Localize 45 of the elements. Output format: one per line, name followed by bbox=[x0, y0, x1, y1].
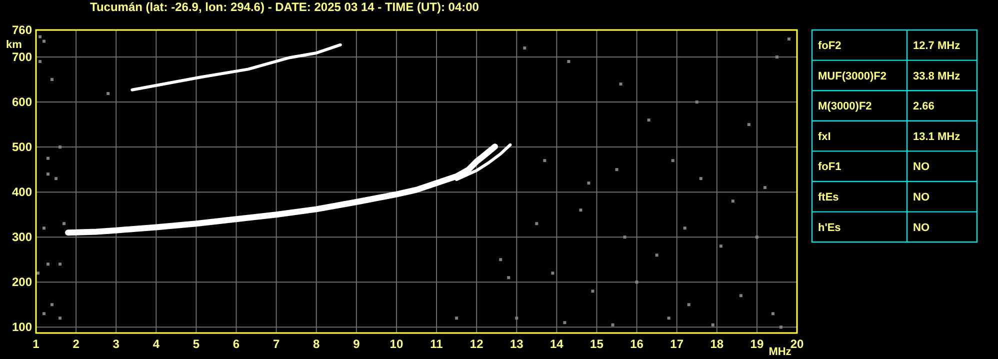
x-tick-label: 4 bbox=[152, 337, 160, 351]
x-tick-label: 2 bbox=[72, 337, 80, 351]
x-tick-label: 1 bbox=[32, 337, 40, 351]
category-label: foF2 bbox=[818, 40, 842, 52]
x-tick-label: 18 bbox=[710, 337, 724, 351]
x-tick-label: 14 bbox=[550, 337, 564, 351]
x-tick-label: 8 bbox=[313, 337, 320, 351]
x-tick-label: 19 bbox=[750, 337, 764, 351]
text: NO bbox=[913, 192, 930, 204]
x-tick-label: 15 bbox=[590, 337, 604, 351]
y-tick-label: 760 bbox=[12, 23, 32, 37]
x-tick-label: 20 bbox=[790, 337, 804, 351]
x-tick-label: 12 bbox=[470, 337, 484, 351]
category-label: foF1 bbox=[818, 161, 842, 174]
y-axis-title: km bbox=[6, 39, 22, 51]
y-tick-label: 400 bbox=[12, 185, 32, 200]
text: 33.8 MHz bbox=[913, 70, 960, 82]
category-label: h'Es bbox=[818, 222, 841, 234]
x-tick-label: 5 bbox=[192, 337, 200, 351]
y-tick-label: 500 bbox=[12, 140, 32, 154]
text: 2.66 bbox=[913, 100, 934, 113]
x-tick-label: 6 bbox=[232, 337, 240, 351]
x-axis-title: MHz bbox=[768, 346, 792, 358]
category-label: M(3000)F2 bbox=[818, 100, 872, 113]
y-tick-label: 700 bbox=[12, 50, 32, 64]
x-tick-label: 16 bbox=[630, 337, 644, 351]
text: NO bbox=[913, 161, 930, 174]
y-tick-label: 100 bbox=[12, 320, 32, 334]
x-tick-label: 10 bbox=[390, 337, 404, 351]
x-tick-label: 3 bbox=[112, 337, 120, 351]
y-tick-label: 600 bbox=[12, 95, 32, 110]
text: 13.1 MHz bbox=[913, 130, 960, 143]
x-tick-label: 9 bbox=[353, 337, 360, 351]
x-tick-label: 11 bbox=[430, 337, 444, 351]
x-tick-label: 13 bbox=[510, 337, 524, 351]
chart-title: Tucumán (lat: -26.9, lon: 294.6) - DATE: 2025 03 14 - TIME (UT): 04:00 bbox=[90, 0, 480, 14]
y-tick-label: 300 bbox=[12, 230, 32, 244]
x-tick-label: 7 bbox=[272, 337, 280, 351]
category-label: fxI bbox=[818, 130, 831, 143]
category-label: MUF(3000)F2 bbox=[818, 70, 886, 82]
category-label: ftEs bbox=[818, 192, 839, 204]
x-tick-label: 17 bbox=[670, 337, 684, 351]
y-tick-label: 200 bbox=[12, 275, 32, 290]
text: 12.7 MHz bbox=[913, 40, 960, 52]
text: NO bbox=[913, 222, 930, 234]
